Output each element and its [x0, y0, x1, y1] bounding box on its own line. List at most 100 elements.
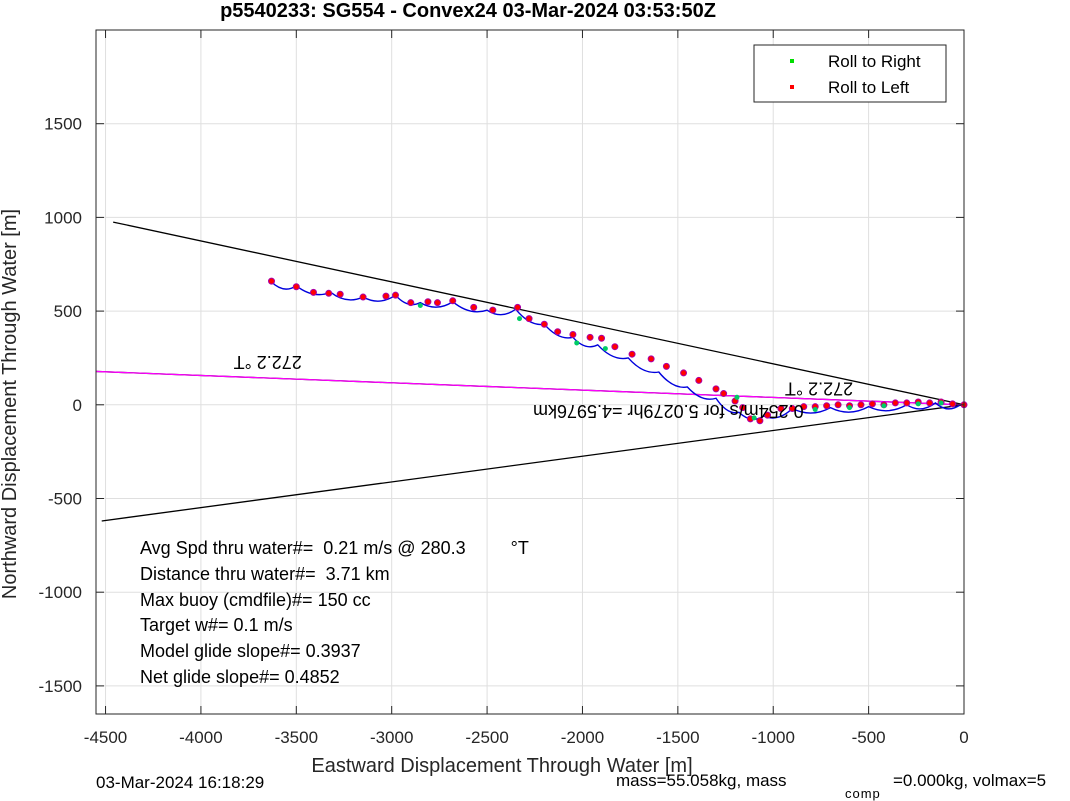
heading-line-magenta [95, 370, 965, 406]
roll-left-point [857, 401, 865, 409]
x-tick-label: -2500 [465, 728, 508, 747]
x-tick-label: -4000 [179, 728, 222, 747]
roll-left-point [292, 283, 300, 291]
roll-left-point [268, 277, 276, 285]
legend: Roll to Right Roll to Left [753, 44, 947, 103]
roll-right-point [847, 405, 853, 411]
roll-left-point [489, 306, 497, 314]
roll-right-point [417, 302, 423, 308]
stats-line: Model glide slope#= 0.3937 [140, 641, 361, 661]
roll-left-point [586, 333, 594, 341]
legend-box [753, 44, 947, 103]
roll-left-point [949, 400, 957, 408]
roll-right-point [517, 316, 523, 322]
y-tick-label: -1500 [39, 677, 82, 696]
stats-line: Target w#= 0.1 m/s [140, 615, 293, 635]
roll-right-point [574, 340, 580, 346]
x-axis-label: Eastward Displacement Through Water [m] [311, 755, 692, 777]
stats-block: Avg Spd thru water#= 0.21 m/s @ 280.3 °T… [140, 538, 529, 687]
roll-left-point [611, 343, 619, 351]
y-tick-label: -1000 [39, 583, 82, 602]
y-axis-label: Northward Displacement Through Water [m] [0, 209, 21, 599]
plot-area [96, 30, 964, 714]
roll-left-point [926, 399, 934, 407]
roll-left-point [449, 297, 457, 305]
roll-left-point [788, 405, 796, 413]
axis-ticks: -4500 -4000 -3500 -3000 -2500 -2000 -1500 -1000… [39, 30, 969, 747]
upper-cone-line [113, 221, 965, 406]
roll-left-point [891, 399, 899, 407]
roll-left-point [309, 288, 317, 296]
lower-cone-line [101, 404, 965, 522]
roll-left-point [680, 369, 688, 377]
x-tick-label: -3000 [370, 728, 413, 747]
roll-left-point [739, 404, 747, 412]
heading-label-far: 272.2 °T [234, 352, 302, 372]
plot-border [95, 29, 965, 715]
x-tick-label: 0 [959, 728, 968, 747]
legend-label-left: Roll to Left [828, 78, 910, 97]
footer-volmax: =0.000kg, volmax=5 [893, 771, 1046, 790]
chart-title: p5540233: SG554 - Convex24 03-Mar-2024 0… [220, 0, 716, 22]
y-tick-label: 500 [54, 302, 82, 321]
stats-line: Distance thru water#= 3.71 km [140, 564, 390, 584]
x-tick-label: -1500 [656, 728, 699, 747]
roll-left-point [382, 292, 390, 300]
x-tick-label: -1000 [751, 728, 794, 747]
roll-left-point [424, 298, 432, 306]
roll-left-point [695, 376, 703, 384]
roll-right-point [915, 401, 921, 407]
roll-left-point [392, 291, 400, 299]
roll-left-point [834, 401, 842, 409]
annotations: 272.2 °T 272.2 °T 0.254m/s for 5.0279hr … [234, 352, 854, 421]
roll-left-point [903, 399, 911, 407]
roll-left-point [407, 299, 415, 307]
y-tick-label: 0 [73, 396, 82, 415]
roll-right-point [602, 346, 608, 352]
footer-comp-subscript: comp [845, 786, 881, 801]
roll-left-point [359, 293, 367, 301]
x-tick-label: -4500 [84, 728, 127, 747]
roll-left-point [540, 320, 548, 328]
roll-left-point [554, 328, 562, 336]
roll-left-point [336, 290, 344, 298]
roll-left-point [868, 400, 876, 408]
roll-left-point [720, 390, 728, 398]
roll-right-point [881, 403, 887, 409]
stats-line: Net glide slope#= 0.4852 [140, 667, 340, 687]
roll-left-point [800, 403, 808, 411]
roll-left-point [628, 350, 636, 358]
current-label: 0.254m/s for 5.0279hr =4.5976km [533, 401, 804, 421]
roll-left-point [777, 405, 785, 413]
roll-right-point [751, 415, 757, 421]
legend-marker-left [790, 85, 794, 89]
roll-right-point [734, 394, 740, 400]
roll-left-point [433, 299, 441, 307]
roll-right-point [938, 400, 944, 406]
roll-left-point [823, 402, 831, 410]
roll-right-point [812, 406, 818, 412]
y-tick-label: 1500 [44, 115, 82, 134]
y-tick-label: 1000 [44, 208, 82, 227]
x-tick-label: -3500 [275, 728, 318, 747]
stats-line: Max buoy (cmdfile)#= 150 cc [140, 590, 371, 610]
x-tick-label: -2000 [561, 728, 604, 747]
roll-left-point [569, 331, 577, 339]
roll-left-point [662, 362, 670, 370]
stats-line: Avg Spd thru water#= 0.21 m/s @ 280.3 °T [140, 538, 529, 558]
roll-left-point [470, 303, 478, 311]
roll-left-point [514, 303, 522, 311]
roll-left-point [712, 385, 720, 393]
roll-left-point [598, 334, 606, 342]
legend-marker-right [790, 59, 794, 63]
footer-mass: mass=55.058kg, mass [616, 771, 787, 790]
roll-left-point [325, 289, 333, 297]
legend-label-right: Roll to Right [828, 52, 921, 71]
footer-timestamp: 03-Mar-2024 16:18:29 [96, 773, 264, 792]
x-tick-label: -500 [852, 728, 886, 747]
roll-left-point [525, 315, 533, 323]
roll-left-point [756, 417, 764, 425]
roll-left-point [764, 411, 772, 419]
y-tick-label: -500 [48, 489, 82, 508]
